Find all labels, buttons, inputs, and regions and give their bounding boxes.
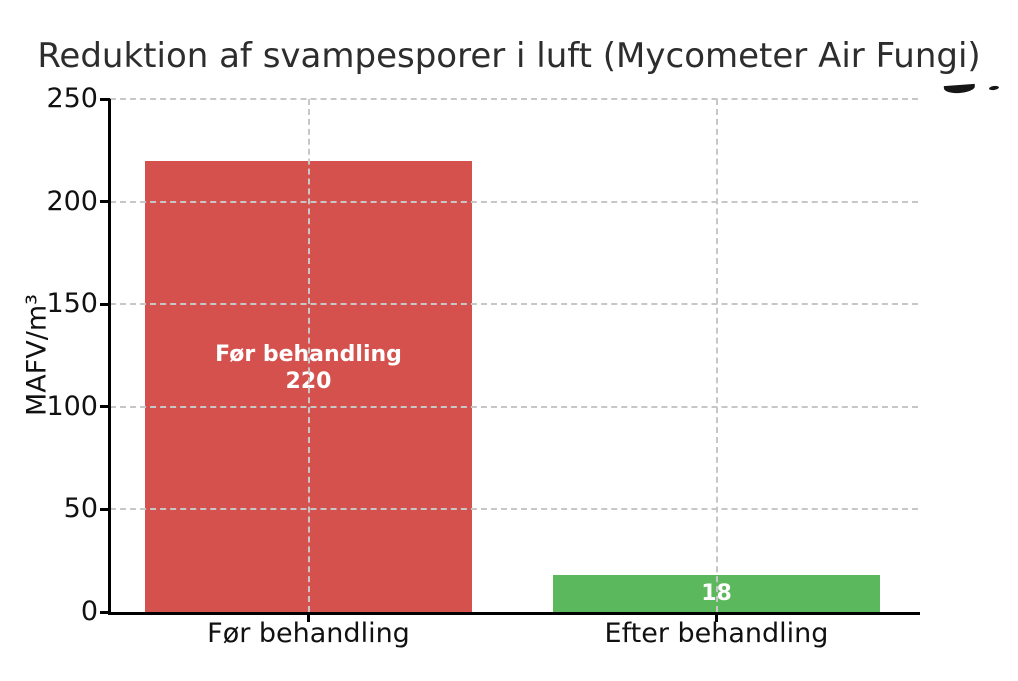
h-gridline <box>110 98 918 100</box>
y-tick-label: 100 <box>46 390 98 422</box>
x-tick-mark <box>307 615 310 622</box>
plot-area: Før behandling 220 18 <box>100 97 920 622</box>
y-tick-label: 50 <box>63 493 98 525</box>
v-gridline <box>715 99 718 612</box>
y-tick-label: 150 <box>46 288 98 320</box>
y-tick-label: 0 <box>80 596 98 627</box>
y-tick-mark <box>100 507 110 511</box>
y-tick-mark <box>100 405 110 409</box>
h-gridline <box>110 405 918 408</box>
v-gridline <box>307 99 310 612</box>
chart-title: Reduktion af svampesporer i luft (Mycome… <box>37 36 981 76</box>
h-gridline <box>110 200 918 203</box>
x-tick-label: Efter behandling <box>604 618 829 649</box>
y-tick-label: 250 <box>46 83 98 114</box>
clipped-glyph-artifact <box>943 83 976 95</box>
h-gridline <box>110 508 918 511</box>
h-gridline <box>110 303 918 306</box>
y-tick-mark <box>100 97 110 101</box>
x-axis-line <box>108 612 920 615</box>
x-tick-mark <box>715 615 718 622</box>
y-tick-label: 200 <box>46 185 98 217</box>
y-axis-line <box>108 99 111 615</box>
y-tick-mark <box>100 200 110 204</box>
x-tick-label: Før behandling <box>207 618 410 649</box>
y-tick-mark <box>100 302 110 306</box>
clipped-glyph-artifact <box>988 85 1000 91</box>
y-tick-mark <box>100 610 110 614</box>
